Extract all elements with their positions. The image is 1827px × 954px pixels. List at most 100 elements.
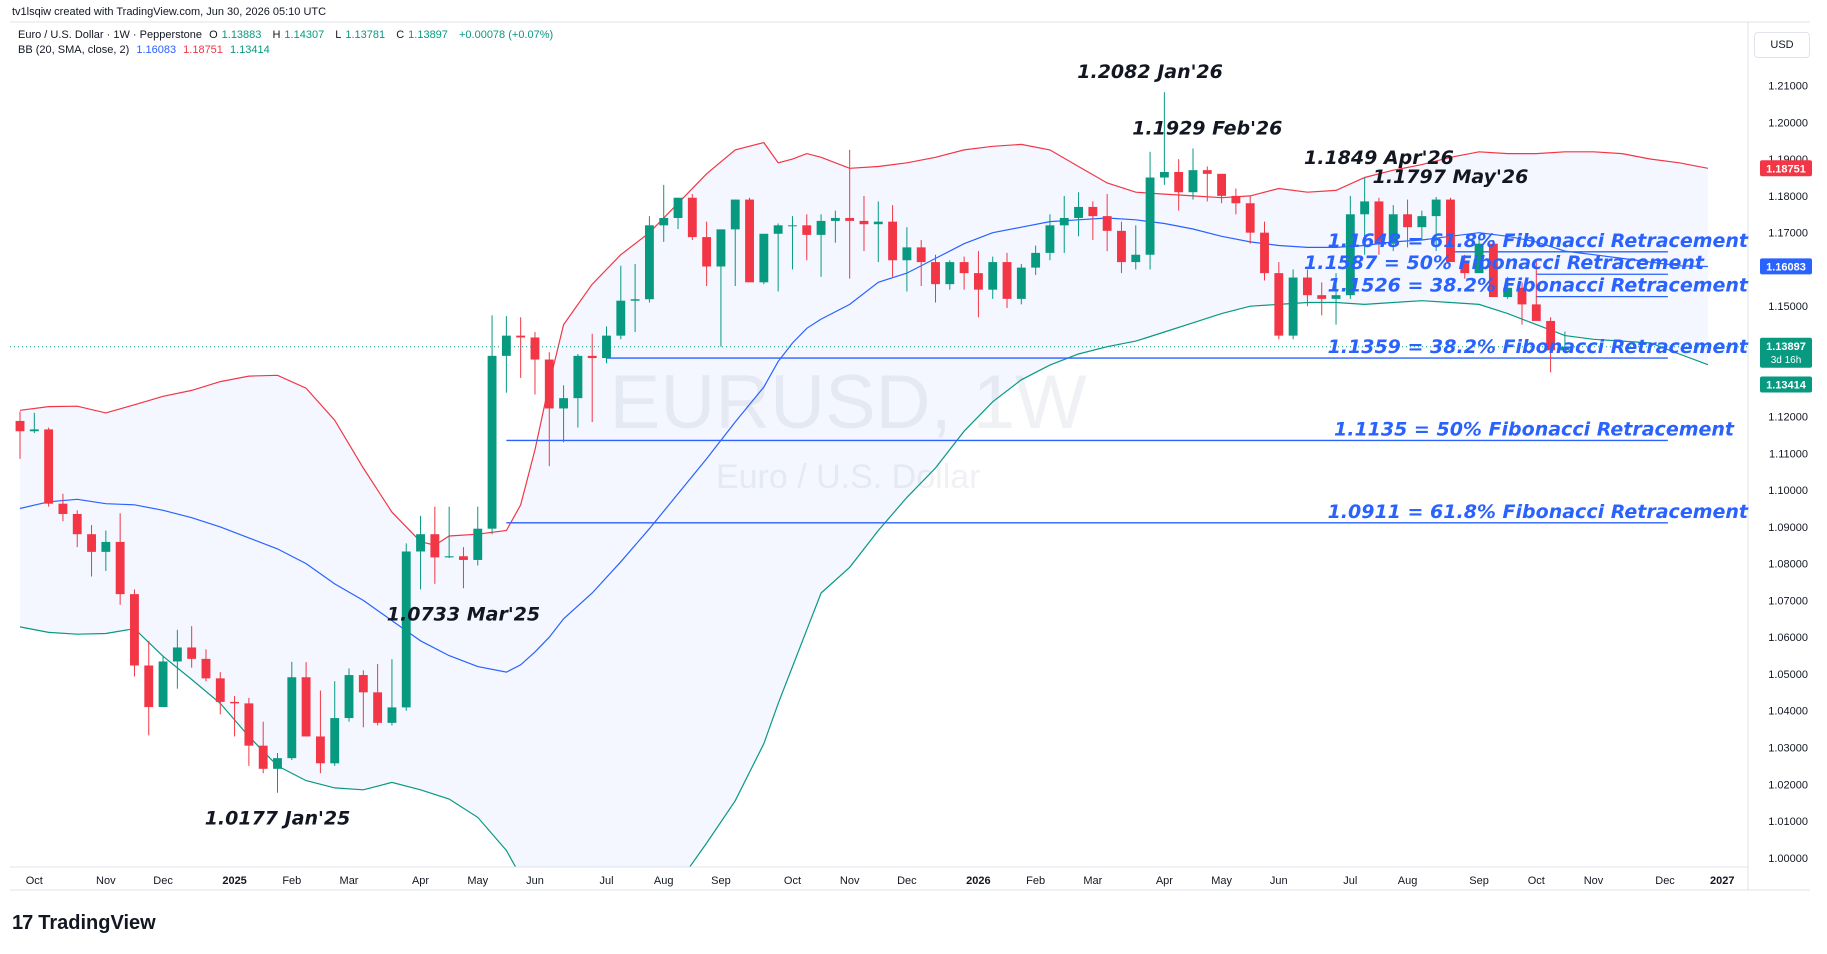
candle-body <box>1231 195 1241 204</box>
candle <box>158 655 168 708</box>
price-label-box <box>1760 160 1812 177</box>
y-tick-label: 1.07000 <box>1768 595 1808 607</box>
candle-body <box>258 745 268 769</box>
candle <box>644 216 654 303</box>
candle-body <box>702 237 712 267</box>
candle-body <box>358 675 368 693</box>
candle <box>401 543 411 711</box>
candle-body <box>1131 254 1141 263</box>
candle-body <box>759 233 769 283</box>
candle <box>1188 148 1198 200</box>
x-tick-label: Nov <box>96 875 116 887</box>
y-tick-label: 1.01000 <box>1768 816 1808 828</box>
bb-legend[interactable]: BB (20, SMA, close, 2) 1.16083 1.18751 1… <box>18 44 274 56</box>
candle-body <box>845 217 855 221</box>
x-tick-label: Jul <box>599 875 613 887</box>
watermark-name: Euro / U.S. Dollar <box>716 458 981 496</box>
candle <box>673 197 683 229</box>
currency-button[interactable]: USD <box>1754 32 1810 58</box>
candle <box>716 229 726 347</box>
candle-body <box>1345 214 1355 296</box>
candle <box>1374 197 1384 255</box>
tradingview-logo[interactable]: 17 TradingView <box>12 912 156 935</box>
candle <box>1331 273 1341 325</box>
y-tick-label: 1.12000 <box>1768 412 1808 424</box>
candle-body <box>1174 171 1184 193</box>
candle-body <box>87 534 96 552</box>
candle-body <box>1446 199 1455 263</box>
candle-body <box>287 677 297 759</box>
x-tick-label: Aug <box>654 875 674 887</box>
candle <box>1202 166 1212 202</box>
price-label-text: 1.18751 <box>1766 163 1806 175</box>
candle-body <box>144 665 154 708</box>
candle <box>859 195 869 252</box>
candle <box>72 510 82 548</box>
candle <box>101 530 111 571</box>
candle-body <box>630 299 640 301</box>
candle-body <box>158 661 168 708</box>
candle <box>215 672 225 715</box>
candle-body <box>659 217 669 226</box>
y-tick-label: 1.18000 <box>1768 191 1808 203</box>
candle <box>988 256 998 299</box>
candle <box>1260 221 1269 281</box>
candle-body <box>487 355 497 529</box>
candle-body <box>401 551 411 708</box>
candle <box>1317 282 1327 316</box>
candle-body <box>716 229 726 267</box>
candle-body <box>873 221 883 225</box>
candle <box>1560 331 1570 352</box>
x-tick-label: Apr <box>1156 875 1173 887</box>
candle <box>501 316 511 393</box>
symbol-title: Euro / U.S. Dollar · 1W · Pepperstone <box>18 29 203 41</box>
candle <box>1288 269 1298 340</box>
annotation-5: 1.0177 Jan'25 <box>205 808 351 830</box>
candle <box>301 662 311 737</box>
candle <box>873 201 883 263</box>
candle-body <box>1102 216 1112 231</box>
price-label-box <box>1760 337 1812 368</box>
candle <box>559 385 569 443</box>
candle <box>687 194 697 241</box>
candle <box>530 331 540 395</box>
fib-label-4: 1.1135 = 50% Fibonacci Retracement <box>1334 418 1735 440</box>
candle <box>1231 188 1241 215</box>
close-value: 1.13897 <box>408 29 448 41</box>
candle-body <box>902 247 912 261</box>
candle-body <box>959 262 969 274</box>
candle <box>1517 282 1527 325</box>
x-tick-label: 2025 <box>222 875 246 887</box>
x-tick-label: Jun <box>526 875 544 887</box>
y-tick-label: 1.03000 <box>1768 742 1808 754</box>
candle-body <box>602 335 611 359</box>
bb-basis-value: 1.16083 <box>136 44 177 56</box>
annotation-0: 1.2082 Jan'26 <box>1077 61 1223 83</box>
open-value: 1.13883 <box>221 29 262 41</box>
y-tick-label: 1.04000 <box>1768 706 1808 718</box>
candle <box>1131 225 1141 270</box>
candle-body <box>1217 173 1227 196</box>
candle-body <box>859 220 869 225</box>
candle <box>1360 177 1370 255</box>
candle <box>1174 159 1184 211</box>
candle-body <box>559 398 569 409</box>
candle-body <box>745 199 754 283</box>
candle-body <box>1474 243 1484 274</box>
candle <box>816 214 826 277</box>
candle <box>330 681 340 766</box>
candle <box>931 254 940 303</box>
y-tick-label: 1.21000 <box>1768 81 1808 93</box>
candle <box>201 649 211 682</box>
candle <box>230 696 240 737</box>
x-tick-label: Oct <box>26 875 43 887</box>
candle-body <box>416 534 425 552</box>
candle-body <box>1059 217 1069 226</box>
candle-body <box>1016 267 1026 299</box>
candle <box>659 184 669 242</box>
change-value: +0.00078 (+0.07%) <box>458 29 554 41</box>
x-tick-label: Jul <box>1343 875 1357 887</box>
candle-body <box>172 647 182 662</box>
